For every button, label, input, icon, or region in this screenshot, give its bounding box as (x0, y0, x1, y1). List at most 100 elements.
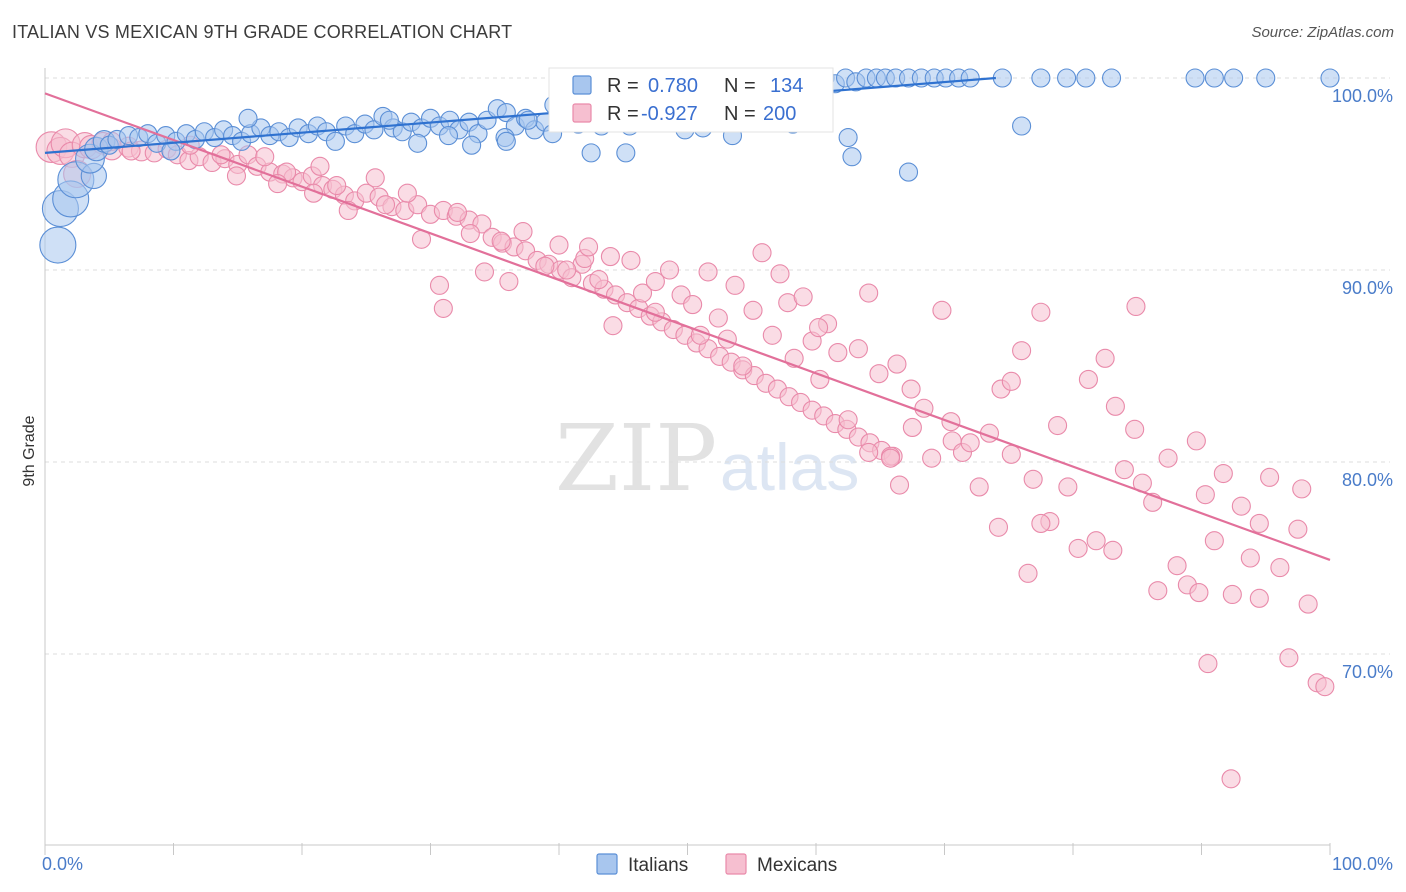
italians-trend-line (44, 76, 996, 154)
italians-point-99 (1076, 68, 1096, 88)
italians-point-98 (1057, 68, 1077, 88)
italians-point-129 (238, 108, 258, 128)
mexicans-point-133 (1012, 341, 1032, 361)
mexicans-point-117 (848, 339, 868, 359)
mexicans-point-145 (1125, 419, 1145, 439)
mexicans-point-88 (579, 237, 599, 257)
mexicans-point-155 (1222, 584, 1242, 605)
mexicans-point-176 (1018, 563, 1038, 583)
mexicans-point-81 (491, 231, 511, 251)
mexicans-point-86 (557, 260, 577, 280)
italians-point-127 (462, 135, 482, 155)
mexicans-point-148 (1158, 448, 1178, 468)
mexicans-point-100 (698, 262, 718, 282)
mexicans-point-85 (549, 235, 569, 255)
mexicans-point-195 (397, 183, 417, 203)
y-tick-label-80: 80.0% (1342, 470, 1393, 490)
mexicans-point-111 (793, 287, 813, 307)
mexicans-point-189 (226, 166, 247, 186)
mexicans-point-168 (1148, 581, 1168, 601)
mexicans-point-151 (1186, 431, 1206, 451)
x-tick-label-min: 0.0% (42, 854, 83, 874)
chart-title: ITALIAN VS MEXICAN 9TH GRADE CORRELATION… (12, 22, 513, 42)
mexicans-point-173 (859, 283, 879, 303)
italians-point-96 (992, 68, 1012, 88)
watermark-zip: ZIP (555, 405, 717, 512)
mexicans-point-191 (310, 156, 330, 176)
mexicans-point-158 (1249, 513, 1269, 533)
mexicans-point-80 (474, 262, 495, 282)
mexicans-point-178 (1001, 444, 1021, 464)
mexicans-point-115 (828, 343, 848, 363)
italians-point-102 (1204, 68, 1224, 88)
mexicans-point-135 (1031, 302, 1051, 322)
mexicans-point-124 (922, 448, 942, 468)
mexicans-point-113 (810, 369, 830, 389)
source-label: Source: ZipAtlas.com (1251, 24, 1394, 41)
mexicans-point-122 (901, 379, 921, 399)
mexicans-point-174 (809, 318, 829, 338)
mexicans-point-82 (499, 271, 519, 292)
mexicans-point-194 (375, 195, 396, 215)
mexicans-point-154 (1213, 463, 1233, 484)
y-tick-labels: 70.0% 80.0% 90.0% 100.0% (1332, 86, 1393, 682)
legend-mexicans-n-value: 200 (763, 103, 796, 125)
mexicans-point-107 (762, 325, 782, 345)
mexicans-point-104 (733, 356, 753, 376)
x-tick-label-max: 100.0% (1332, 854, 1393, 874)
mexicans-point-77 (429, 275, 450, 295)
mexicans-point-108 (770, 264, 790, 284)
italians-point-104 (1256, 68, 1276, 88)
mexicans-point-160 (1270, 558, 1290, 578)
italians-point-0 (39, 226, 77, 264)
mexicans-point-170 (1221, 769, 1241, 789)
legend-box (548, 67, 834, 133)
mexicans-point-96 (659, 260, 680, 280)
mexicans-point-149 (1167, 556, 1187, 576)
mexicans-point-193 (365, 168, 385, 188)
mexicans-point-118 (859, 442, 879, 462)
y-tick-label-70: 70.0% (1342, 662, 1393, 682)
bottom-legend-italians-label: Italians (628, 855, 688, 876)
mexicans-point-153 (1204, 531, 1224, 551)
mexicans-point-140 (1078, 369, 1098, 389)
italians-point-113 (616, 143, 636, 163)
mexicans-point-152 (1195, 485, 1215, 505)
mexicans-point-128 (960, 433, 980, 453)
mexicans-trend-line (44, 92, 1331, 561)
bottom-legend-italians-swatch (596, 853, 618, 875)
mexicans-point-167 (1189, 583, 1209, 603)
mexicans-point-166 (1292, 479, 1312, 499)
mexicans-point-162 (1288, 519, 1308, 539)
y-tick-label-90: 90.0% (1342, 278, 1393, 298)
italians-point-122 (898, 162, 919, 182)
mexicans-point-165 (1315, 677, 1335, 697)
mexicans-point-183 (1103, 540, 1123, 560)
mexicans-point-143 (1105, 396, 1125, 416)
mexicans-point-132 (1001, 371, 1021, 391)
italians-point-121 (842, 147, 862, 167)
italians-point-103 (1224, 68, 1244, 88)
italians-point-109 (496, 131, 516, 151)
mexicans-point-94 (645, 271, 665, 292)
mexicans-point-169 (1198, 654, 1218, 674)
mexicans-point-163 (1298, 594, 1318, 614)
trend-lines (44, 76, 1331, 561)
legend-mexicans-swatch (572, 103, 592, 123)
italians-point-95 (960, 68, 980, 88)
mexicans-point-106 (752, 243, 772, 263)
italians-point-112 (581, 143, 601, 163)
bottom-legend-mexicans-label: Mexicans (757, 855, 837, 876)
italians-point-101 (1185, 68, 1205, 88)
mexicans-point-103 (725, 275, 745, 295)
mexicans-point-159 (1260, 467, 1280, 487)
legend-italians-swatch (572, 75, 592, 95)
italians-point-106 (408, 133, 428, 153)
mexicans-point-125 (932, 300, 952, 320)
mexicans-point-90 (600, 247, 620, 267)
mexicans-point-199 (447, 202, 468, 222)
mexicans-point-177 (1031, 513, 1051, 533)
mexicans-point-180 (880, 448, 901, 468)
legend-mexicans-r-value: -0.927 (641, 103, 698, 125)
